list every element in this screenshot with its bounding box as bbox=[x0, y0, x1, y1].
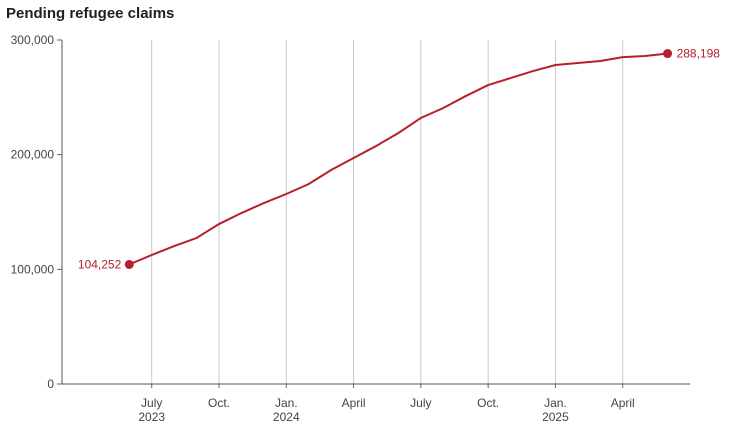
line bbox=[128, 52, 668, 266]
end-point bbox=[124, 259, 134, 269]
x-tick-label: April bbox=[342, 396, 366, 410]
x-tick-label: Oct. bbox=[477, 396, 499, 410]
label-line: 2023 bbox=[138, 410, 165, 424]
x-tick-label: April bbox=[611, 396, 635, 410]
label-line: 2024 bbox=[273, 410, 300, 424]
x-tick-label: Jan. 2025 bbox=[542, 396, 569, 424]
y-tick-label: 200,000 bbox=[11, 148, 55, 162]
x-tick-label: July 2023 bbox=[138, 396, 165, 424]
x-tick-label: Jan. 2024 bbox=[273, 396, 300, 424]
y-tick-label: 0 bbox=[47, 377, 54, 391]
label-line: 2025 bbox=[542, 410, 569, 424]
value-label: 104,252 bbox=[78, 257, 122, 271]
y-tick-label: 100,000 bbox=[11, 262, 55, 276]
label-line: Jan. bbox=[544, 396, 567, 410]
y-tick-label: 300,000 bbox=[11, 33, 55, 47]
x-tick-label: Oct. bbox=[208, 396, 230, 410]
end-point bbox=[663, 49, 673, 59]
chart-title: Pending refugee claims bbox=[6, 5, 174, 22]
x-tick-label: July bbox=[410, 396, 431, 410]
value-label: 288,198 bbox=[677, 47, 721, 61]
label-line: Jan. bbox=[275, 396, 298, 410]
label-line: July bbox=[141, 396, 162, 410]
